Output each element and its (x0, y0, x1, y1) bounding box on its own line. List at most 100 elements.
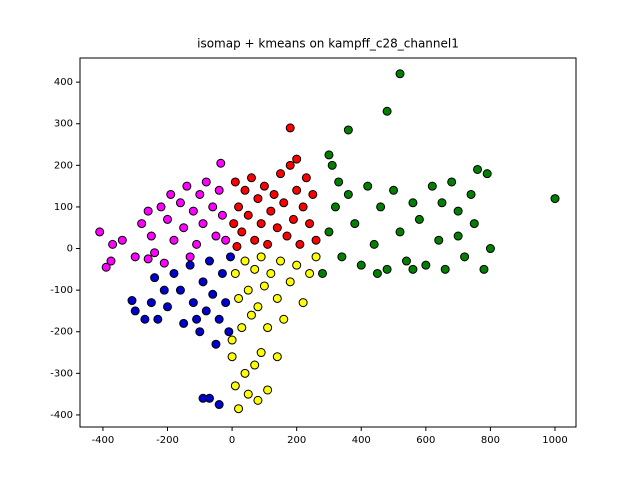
scatter-point (240, 256, 250, 266)
scatter-point (269, 189, 279, 199)
scatter-point (292, 154, 302, 164)
scatter-point (224, 327, 234, 337)
scatter-point (195, 189, 205, 199)
scatter-point (108, 239, 118, 249)
scatter-point (214, 185, 224, 195)
scatter-point (230, 177, 240, 187)
scatter-point (214, 400, 224, 410)
scatter-point (237, 323, 247, 333)
scatter-point (243, 210, 253, 220)
scatter-point (227, 335, 237, 345)
scatter-point (188, 298, 198, 308)
scatter-point (256, 348, 266, 358)
x-tick-label: 800 (481, 435, 500, 446)
scatter-point (447, 177, 457, 187)
x-tick-label: 0 (229, 435, 235, 446)
scatter-point (127, 296, 137, 306)
scatter-point (408, 264, 418, 274)
scatter-point (279, 198, 289, 208)
scatter-point (285, 123, 295, 133)
scatter-point (192, 239, 202, 249)
scatter-point (259, 181, 269, 191)
scatter-point (221, 298, 231, 308)
scatter-point (217, 210, 227, 220)
scatter-point (221, 235, 231, 245)
scatter-point (175, 198, 185, 208)
scatter-point (334, 177, 344, 187)
scatter-point (479, 264, 489, 274)
scatter-point (232, 241, 242, 251)
scatter-point (253, 302, 263, 312)
scatter-point (482, 169, 492, 179)
scatter-point (292, 260, 302, 270)
scatter-point (550, 194, 560, 204)
scatter-point (272, 293, 282, 303)
scatter-point (259, 281, 269, 291)
scatter-point (350, 219, 360, 229)
scatter-point (298, 298, 308, 308)
scatter-point (163, 214, 173, 224)
scatter-point (305, 219, 315, 229)
scatter-point (330, 202, 340, 212)
scatter-point (246, 310, 256, 320)
y-tick-label: -200 (50, 327, 73, 338)
scatter-point (440, 264, 450, 274)
scatter-point (250, 360, 260, 370)
scatter-point (382, 106, 392, 116)
scatter-point (229, 219, 239, 229)
scatter-point (253, 194, 263, 204)
scatter-point (356, 260, 366, 270)
scatter-point (337, 252, 347, 262)
scatter-point (243, 389, 253, 399)
scatter-point (137, 219, 147, 229)
scatter-point (298, 202, 308, 212)
scatter-point (389, 185, 399, 195)
scatter-point (195, 327, 205, 337)
scatter-point (143, 254, 153, 264)
scatter-point (240, 368, 250, 378)
scatter-point (117, 235, 127, 245)
scatter-point (453, 206, 463, 216)
scatter-point (469, 219, 479, 229)
scatter-point (146, 231, 156, 241)
scatter-point (285, 160, 295, 170)
scatter-point (408, 198, 418, 208)
scatter-point (324, 150, 334, 160)
scatter-point (246, 173, 256, 183)
y-tick-label: 300 (54, 119, 73, 130)
scatter-point (308, 189, 318, 199)
scatter-point (292, 185, 302, 195)
scatter-point (150, 273, 160, 283)
y-tick-label: 200 (54, 160, 73, 171)
scatter-point (250, 235, 260, 245)
scatter-point (230, 268, 240, 278)
scatter-point (272, 352, 282, 362)
scatter-point (311, 235, 321, 245)
scatter-point (95, 227, 105, 237)
scatter-point (130, 306, 140, 316)
scatter-point (285, 277, 295, 287)
scatter-point (372, 268, 382, 278)
scatter-point (434, 235, 444, 245)
scatter-point (243, 285, 253, 295)
scatter-point (305, 268, 315, 278)
scatter-point (159, 258, 169, 268)
scatter-point (227, 352, 237, 362)
scatter-point (211, 339, 221, 349)
scatter-point (363, 181, 373, 191)
scatter-point (146, 298, 156, 308)
scatter-point (185, 252, 195, 262)
scatter-point (276, 169, 286, 179)
y-tick-label: 400 (54, 77, 73, 88)
scatter-point (401, 256, 411, 266)
x-tick-label: 400 (352, 435, 371, 446)
scatter-point (256, 252, 266, 262)
scatter-point (295, 239, 305, 249)
scatter-point (282, 231, 292, 241)
scatter-point (311, 252, 321, 262)
scatter-point (421, 260, 431, 270)
scatter-point (182, 181, 192, 191)
y-tick-label: 0 (67, 244, 73, 255)
scatter-point (234, 202, 244, 212)
scatter-point (234, 293, 244, 303)
